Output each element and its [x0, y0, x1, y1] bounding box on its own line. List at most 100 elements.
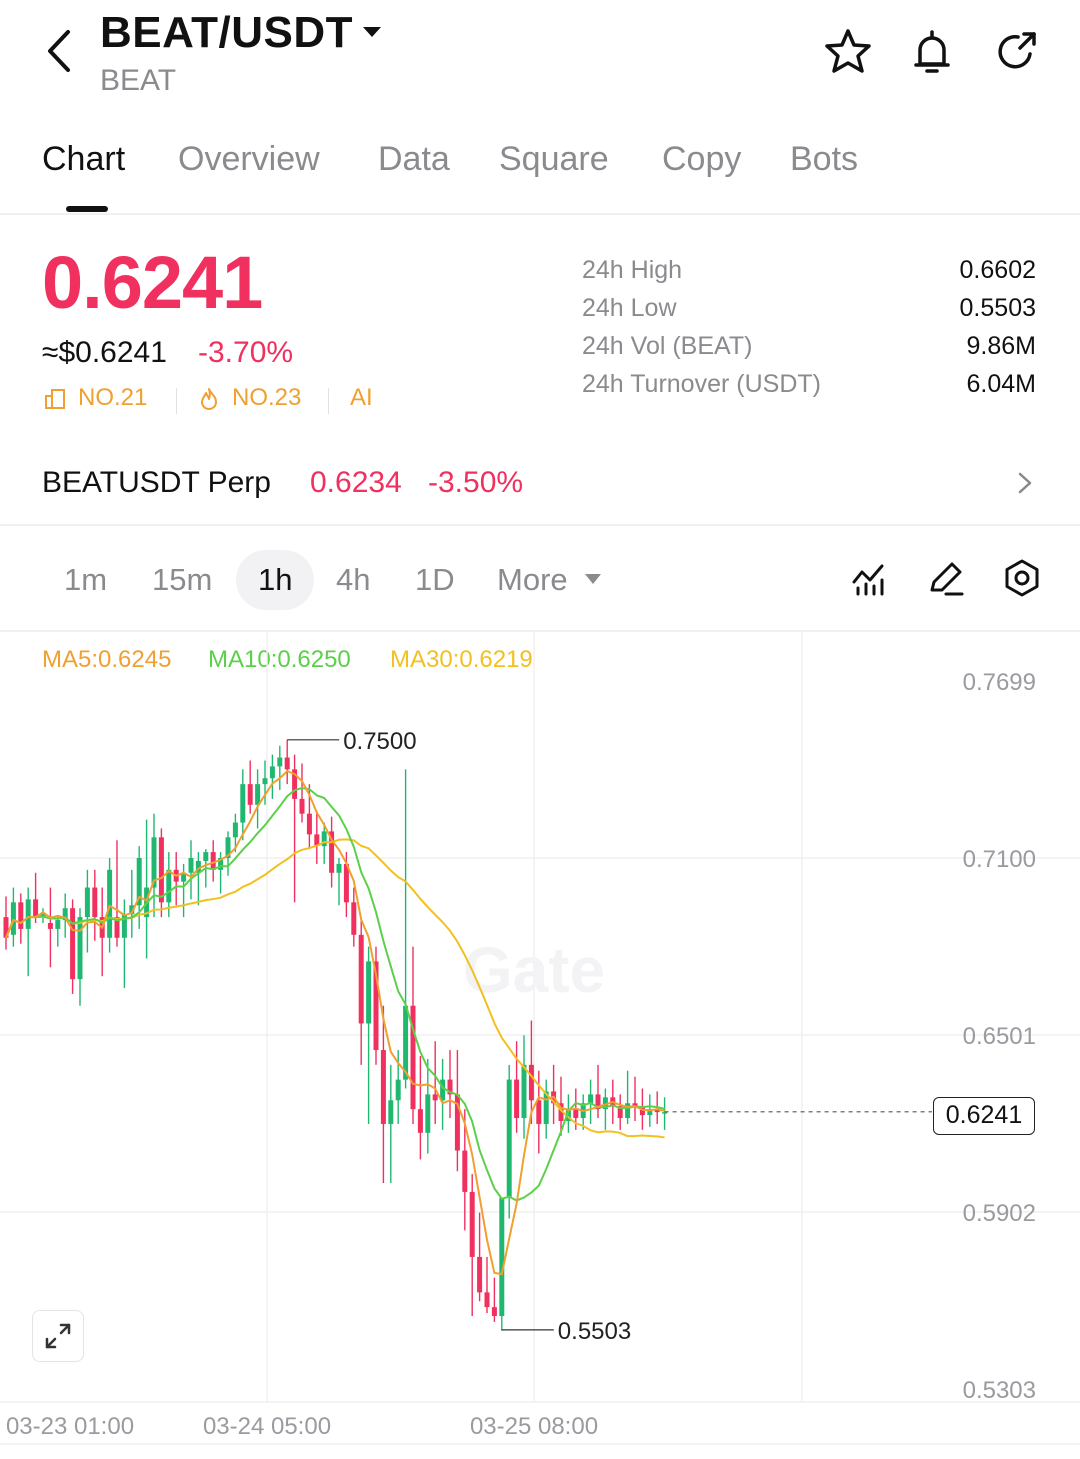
candle-body: [632, 1103, 638, 1107]
usd-price: ≈$0.6241: [42, 336, 167, 369]
candle-body: [625, 1103, 631, 1119]
tab-bots[interactable]: Bots: [790, 140, 859, 178]
caret-down-icon[interactable]: [584, 572, 602, 586]
candle-body: [329, 831, 335, 873]
candle-body: [33, 899, 39, 918]
candle-body: [484, 1292, 490, 1308]
indicator-icon[interactable]: [848, 556, 892, 600]
candle-body: [3, 917, 9, 938]
timeframe-1m[interactable]: 1m: [64, 562, 108, 597]
x-tick-label: 03-25 08:00: [470, 1413, 598, 1440]
expand-icon: [45, 1323, 71, 1349]
candle-body: [558, 1103, 564, 1121]
candle-body: [662, 1112, 668, 1114]
tab-square[interactable]: Square: [499, 140, 609, 178]
draw-pen-icon[interactable]: [924, 556, 968, 600]
candle-body: [462, 1150, 468, 1192]
candle-body: [284, 757, 290, 770]
candle-body: [70, 908, 76, 980]
candle-body: [499, 1197, 505, 1317]
fullscreen-button[interactable]: [32, 1310, 84, 1362]
perp-change: -3.50%: [428, 466, 524, 499]
tab-data[interactable]: Data: [378, 140, 450, 178]
candle-body: [166, 869, 172, 903]
settings-hexagon-icon[interactable]: [1000, 556, 1044, 600]
candle-body: [299, 798, 305, 814]
divider: [0, 213, 1080, 215]
ma5-line: [5, 769, 665, 1276]
x-tick-label: 03-23 01:00: [6, 1413, 134, 1440]
candle-body: [491, 1307, 497, 1317]
candle-body: [84, 887, 90, 918]
stat-value-low: 0.5503: [959, 294, 1036, 322]
perp-price: 0.6234: [310, 466, 402, 499]
candle-body: [595, 1094, 601, 1110]
candle-body: [432, 1094, 438, 1101]
candle-body: [395, 1079, 401, 1101]
hot-rank[interactable]: NO.23: [232, 384, 302, 411]
perp-name[interactable]: BEATUSDT Perp: [42, 466, 271, 499]
candle-body: [447, 1079, 453, 1095]
base-asset-label: BEAT: [100, 64, 177, 97]
low-marker-label: 0.5503: [558, 1318, 631, 1345]
candlestick-chart[interactable]: 0.7699 0.7100 0.6501 0.5902 0.5303 03-23 01:0…: [0, 632, 1080, 1459]
candle-body: [314, 834, 320, 847]
candle-body: [188, 858, 194, 873]
ai-badge[interactable]: AI: [350, 384, 373, 411]
candle-body: [617, 1106, 623, 1119]
bell-icon[interactable]: [906, 26, 958, 78]
candle-body: [255, 784, 261, 805]
candle-body: [47, 923, 53, 929]
share-icon[interactable]: [990, 26, 1042, 78]
back-arrow-icon[interactable]: [40, 26, 80, 76]
x-tick-label: 03-24 05:00: [203, 1413, 331, 1440]
stat-label-vol: 24h Vol (BEAT): [582, 332, 753, 360]
candle-body: [351, 902, 357, 935]
y-tick-label: 0.5303: [963, 1377, 1036, 1404]
timeframe-more[interactable]: More: [497, 562, 568, 597]
candle-body: [388, 1100, 394, 1124]
caret-down-icon[interactable]: [360, 20, 384, 44]
candle-body: [210, 852, 216, 870]
tab-chart[interactable]: Chart: [42, 140, 126, 178]
divider: [0, 630, 1080, 632]
candle-body: [454, 1094, 460, 1151]
flame-icon: [201, 388, 217, 410]
star-icon[interactable]: [822, 26, 874, 78]
timeframe-1d[interactable]: 1D: [415, 562, 455, 597]
pair-title[interactable]: BEAT/USDT: [100, 8, 354, 57]
stat-value-vol: 9.86M: [966, 332, 1036, 360]
active-tab-indicator: [66, 206, 108, 212]
y-tick-label: 0.6501: [963, 1023, 1036, 1050]
candle-body: [136, 858, 142, 906]
candle-body: [240, 784, 246, 823]
market-rank[interactable]: NO.21: [78, 384, 148, 411]
gate-watermark: Gate: [463, 934, 605, 1006]
tab-overview[interactable]: Overview: [178, 140, 320, 178]
candle-body: [77, 917, 83, 980]
candle-body: [477, 1256, 483, 1293]
y-tick-label: 0.7699: [963, 669, 1036, 696]
candle-body: [292, 769, 298, 799]
separator: [176, 388, 177, 414]
candle-body: [232, 822, 238, 838]
candle-body: [366, 961, 372, 1024]
candle-body: [62, 908, 68, 921]
candle-body: [107, 869, 113, 938]
y-tick-label: 0.7100: [963, 846, 1036, 873]
candle-body: [373, 961, 379, 1051]
candle-body: [573, 1109, 579, 1119]
candle-body: [403, 1005, 409, 1080]
timeframe-15m[interactable]: 15m: [152, 562, 213, 597]
candle-body: [536, 1100, 542, 1124]
candle-body: [602, 1097, 608, 1110]
candle-body: [195, 860, 201, 873]
timeframe-1h[interactable]: 1h: [236, 550, 315, 610]
candle-body: [336, 863, 342, 873]
tab-copy[interactable]: Copy: [662, 140, 742, 178]
timeframe-4h[interactable]: 4h: [336, 562, 371, 597]
candle-body: [528, 1064, 534, 1101]
stat-value-turnover: 6.04M: [966, 370, 1036, 398]
candle-body: [121, 914, 127, 938]
chevron-right-icon[interactable]: [1012, 468, 1038, 498]
